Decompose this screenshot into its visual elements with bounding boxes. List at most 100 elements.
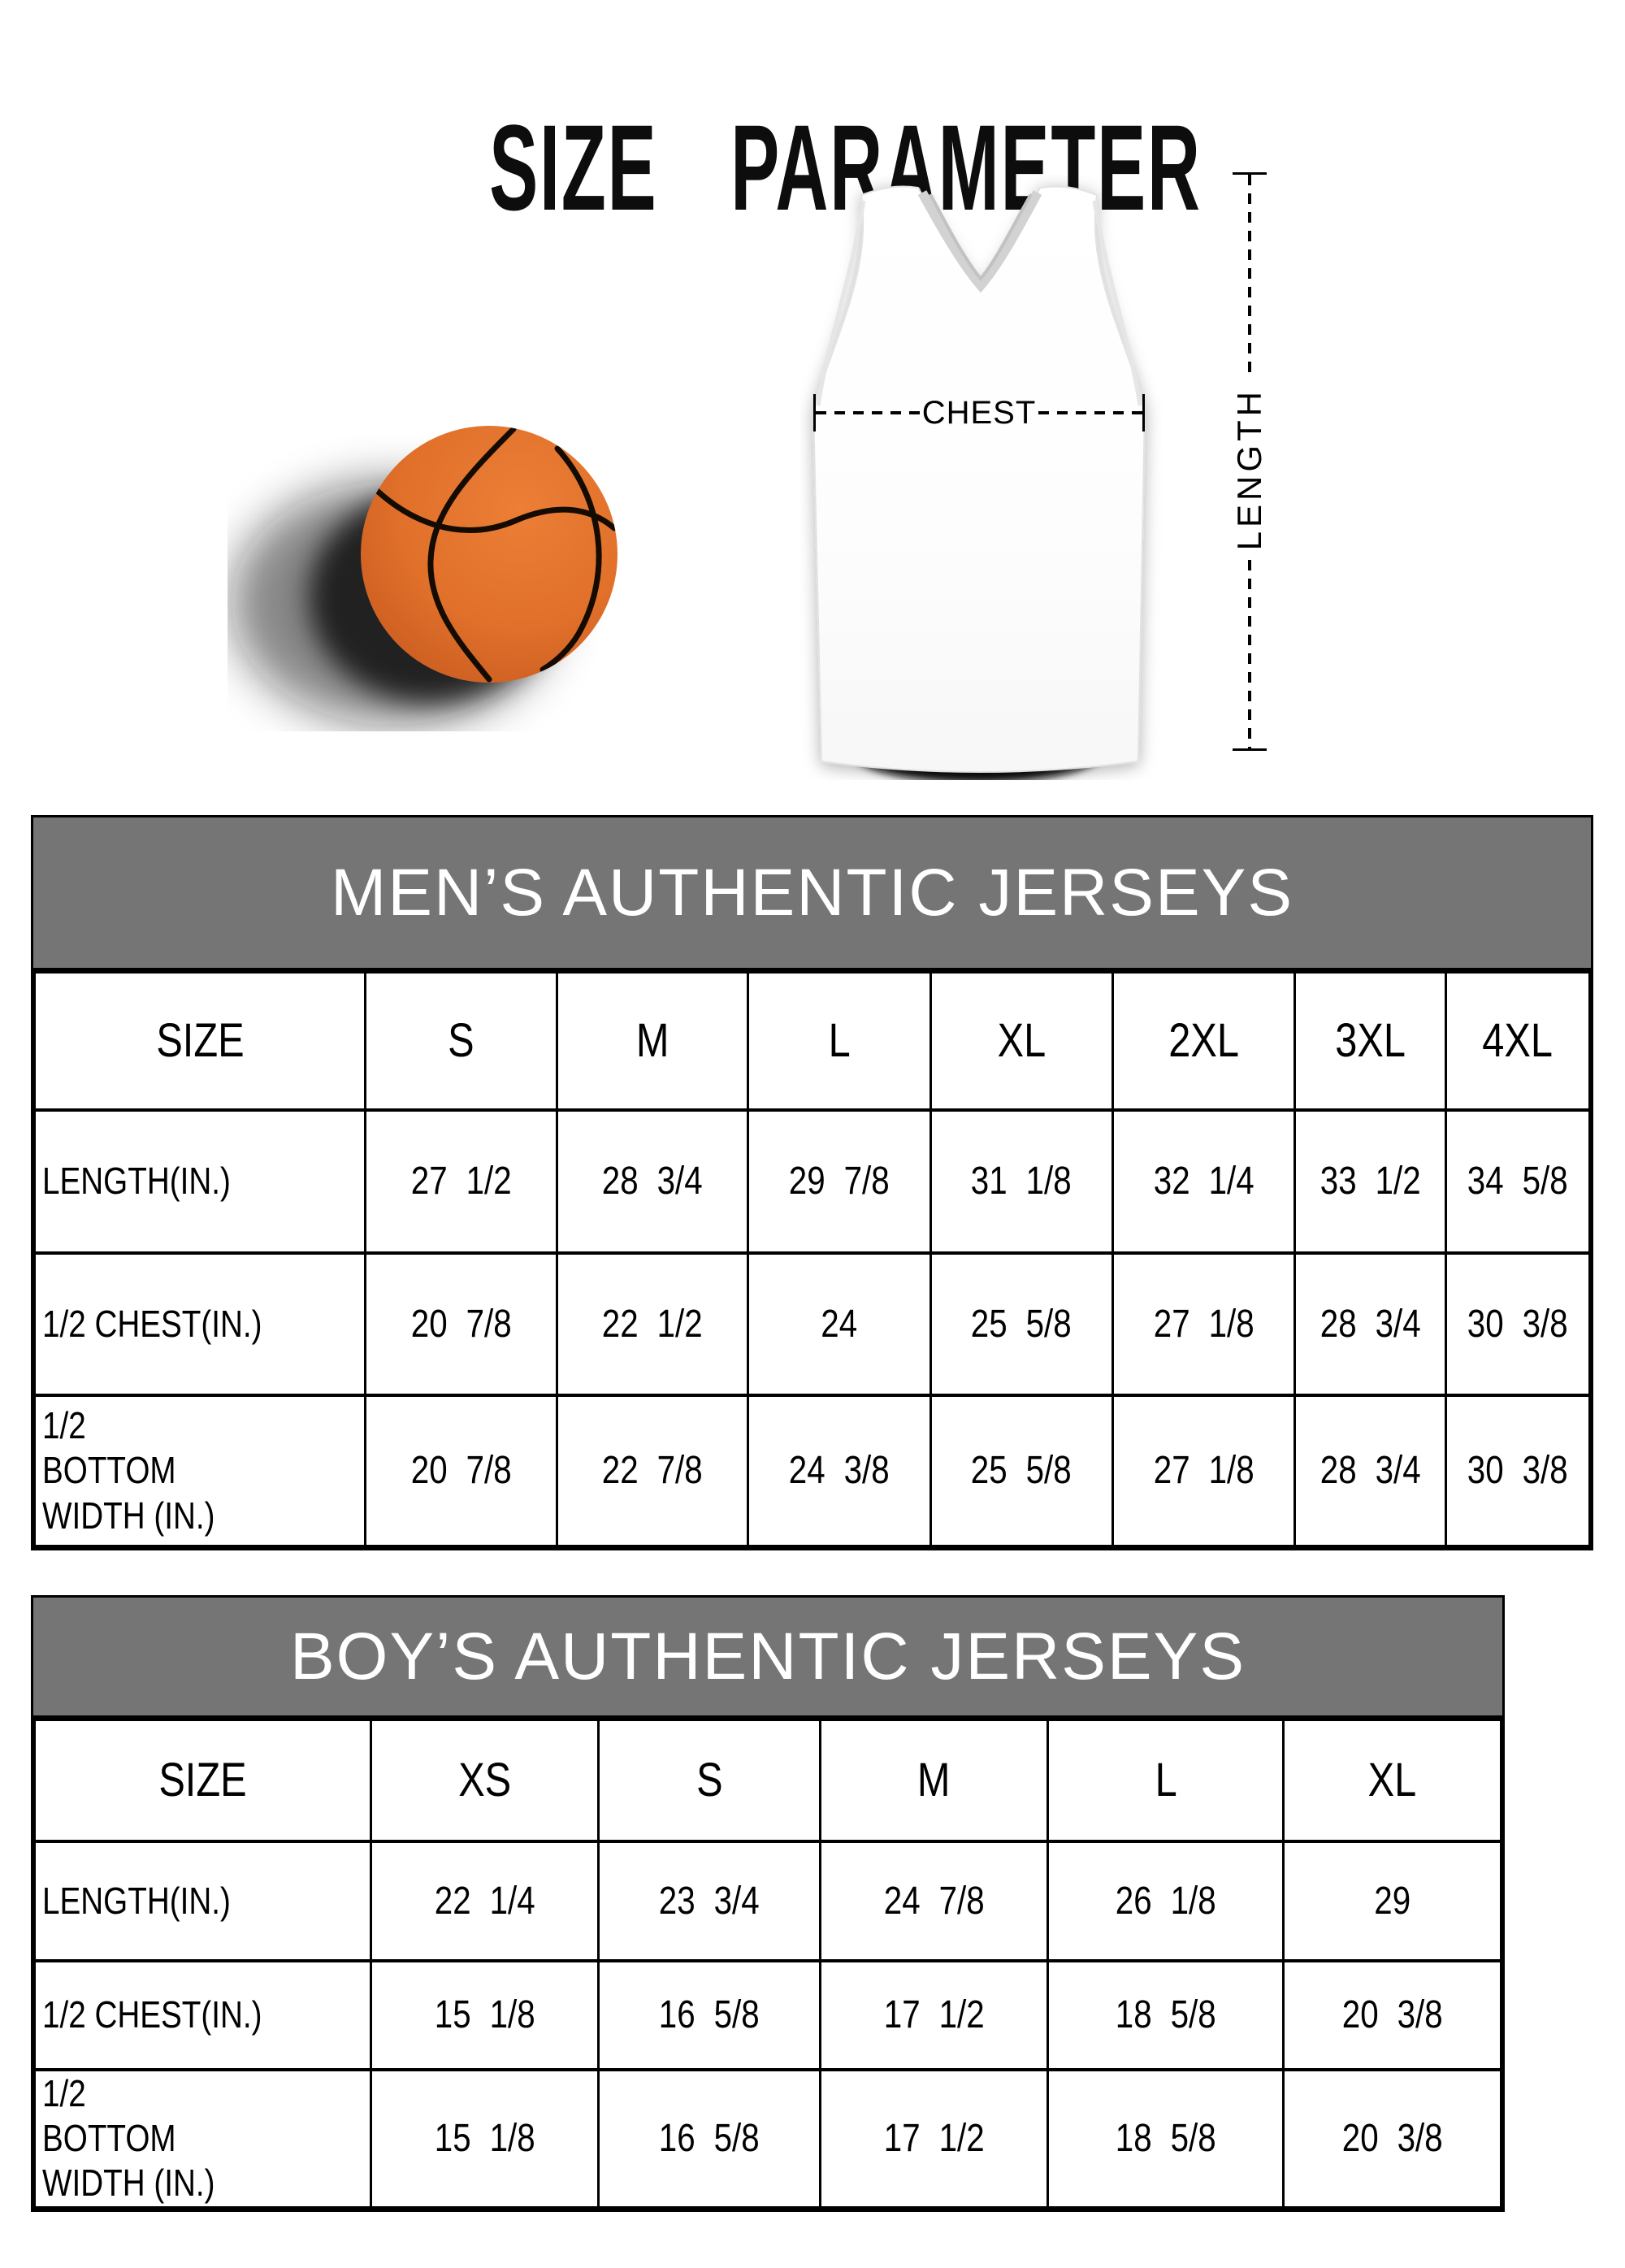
jersey-armhole-left: [816, 200, 866, 406]
measurement-row-label-text: 1/2 BOTTOM WIDTH (IN.): [42, 1404, 215, 1537]
size-column-header-text: XS: [458, 1754, 511, 1807]
size-column-header-text: S: [696, 1754, 723, 1807]
size-column-header-text: L: [828, 1014, 851, 1068]
measurement-value-cell-text: 24: [821, 1302, 858, 1346]
basketball-icon: [232, 426, 618, 725]
measurement-value-cell: 26 1/8: [1046, 1840, 1285, 1962]
measurement-value-cell: 18 5/8: [1046, 2068, 1285, 2209]
measurement-row: 1/2 CHEST(IN.) 20 7/8 22 1/2 24 25 5/8 27 1/8…: [32, 1251, 1591, 1397]
size-column-header: 4XL: [1445, 970, 1591, 1112]
size-row-label-text: SIZE: [158, 1754, 247, 1807]
size-column-header: L: [1046, 1718, 1285, 1843]
measurement-value-cell-text: 22 1/2: [602, 1302, 704, 1346]
size-column-header-text: 2XL: [1168, 1014, 1239, 1068]
measurement-value-cell: 24: [747, 1251, 932, 1397]
length-label: LENGTH: [1230, 388, 1268, 551]
size-row-label: SIZE: [32, 1718, 373, 1843]
measurement-row-label-text: 1/2 CHEST(IN.): [42, 1302, 262, 1345]
measurement-value-cell: 32 1/4: [1111, 1108, 1296, 1255]
size-column-header-text: L: [1155, 1754, 1177, 1807]
measurement-value-cell: 22 1/4: [370, 1840, 600, 1962]
measurement-value-cell-text: 18 5/8: [1115, 1993, 1216, 2037]
size-column-header: S: [364, 970, 558, 1112]
measurement-value-cell-text: 23 3/4: [658, 1879, 760, 1923]
measurement-row-label: 1/2 BOTTOM WIDTH (IN.): [32, 2068, 373, 2209]
measurement-value-cell-text: 27 1/8: [1153, 1302, 1254, 1346]
measurement-value-cell: 28 3/4: [555, 1108, 750, 1255]
measurement-value-cell: 16 5/8: [596, 2068, 821, 2209]
size-column-header-text: 3XL: [1335, 1014, 1406, 1068]
measurement-value-cell: 27 1/8: [1111, 1251, 1296, 1397]
measurement-value-cell: 28 3/4: [1293, 1251, 1448, 1397]
measurement-value-cell: 23 3/4: [596, 1840, 821, 1962]
measurement-value-cell: 27 1/8: [1111, 1394, 1296, 1548]
measurement-row-label: 1/2 CHEST(IN.): [32, 1959, 373, 2071]
length-measurement-annotation: LENGTH: [1230, 172, 1268, 751]
measurement-value-cell-text: 18 5/8: [1115, 2116, 1216, 2160]
measurement-value-cell-text: 24 3/8: [789, 1449, 890, 1493]
measurement-value-cell-text: 20 3/8: [1341, 1993, 1443, 2037]
boys-size-table-section: BOY’S AUTHENTIC JERSEYS SIZE XS S M L XL LENGT…: [31, 1595, 1505, 2212]
measurement-value-cell: 15 1/8: [370, 1959, 600, 2071]
size-row-label-text: SIZE: [156, 1014, 245, 1068]
measurement-value-cell-text: 15 1/8: [434, 1993, 535, 2037]
chest-dashed-line-left: [816, 411, 920, 414]
size-column-header-text: 4XL: [1482, 1014, 1554, 1068]
jersey-icon: [812, 185, 1146, 780]
length-bottom-tick: [1233, 748, 1267, 751]
measurement-value-cell: 16 5/8: [596, 1959, 821, 2071]
length-top-tick: [1233, 172, 1267, 175]
chest-label: CHEST: [921, 395, 1037, 431]
mens-table-title: MEN’S AUTHENTIC JERSEYS: [330, 855, 1294, 930]
measurement-value-cell: 24 3/8: [747, 1394, 932, 1548]
jersey-vneck-inner: [929, 193, 1033, 282]
mens-size-table: SIZE S M L XL 2XL 3XL 4XL LENGTH(IN.) 27 1/2 28 3/…: [32, 970, 1591, 1548]
size-column-header-text: XL: [1367, 1754, 1417, 1807]
measurement-value-cell-text: 34 5/8: [1467, 1160, 1568, 1203]
chest-dashed-line-right: [1038, 411, 1143, 414]
measurement-value-cell: 22 1/2: [555, 1251, 750, 1397]
measurement-row: 1/2 BOTTOM WIDTH (IN.) 15 1/8 16 5/8 17 1/2…: [32, 2068, 1502, 2209]
measurement-value-cell-text: 16 5/8: [658, 1993, 760, 2037]
measurement-value-cell: 29: [1282, 1840, 1502, 1962]
boys-size-table: SIZE XS S M L XL LENGTH(IN.) 22 1/4 23 3/4 24 7/8…: [32, 1718, 1502, 2209]
basketball-seams: [361, 426, 618, 683]
size-row-label: SIZE: [32, 970, 367, 1112]
measurement-value-cell: 15 1/8: [370, 2068, 600, 2209]
measurement-value-cell: 34 5/8: [1445, 1108, 1591, 1255]
size-column-header: S: [596, 1718, 821, 1843]
size-column-header-text: S: [448, 1014, 474, 1068]
measurement-value-cell: 31 1/8: [929, 1108, 1114, 1255]
measurement-value-cell-text: 22 7/8: [602, 1449, 704, 1493]
measurement-value-cell-text: 33 1/2: [1320, 1160, 1421, 1203]
measurement-value-cell-text: 20 3/8: [1341, 2116, 1443, 2160]
measurement-value-cell-text: 32 1/4: [1153, 1160, 1254, 1203]
size-column-header: 3XL: [1293, 970, 1448, 1112]
measurement-value-cell-text: 27 1/2: [410, 1160, 512, 1203]
size-header-row: SIZE XS S M L XL: [32, 1718, 1502, 1843]
size-header-row: SIZE S M L XL 2XL 3XL 4XL: [32, 970, 1591, 1112]
boys-table-header-band: BOY’S AUTHENTIC JERSEYS: [33, 1598, 1502, 1718]
size-column-header: M: [555, 970, 750, 1112]
measurement-row-label-text: 1/2 BOTTOM WIDTH (IN.): [42, 2072, 215, 2205]
measurement-value-cell: 27 1/2: [364, 1108, 558, 1255]
basketball-body: [361, 426, 618, 683]
measurement-row: 1/2 CHEST(IN.) 15 1/8 16 5/8 17 1/2 18 5/8 20…: [32, 1959, 1502, 2071]
measurement-value-cell: 29 7/8: [747, 1108, 932, 1255]
length-dashed-line-top: [1248, 175, 1251, 378]
measurement-value-cell: 20 7/8: [364, 1251, 558, 1397]
measurement-value-cell: 28 3/4: [1293, 1394, 1448, 1548]
measurement-value-cell-text: 20 7/8: [410, 1302, 512, 1346]
measurement-row-label-text: LENGTH(IN.): [42, 1160, 231, 1203]
measurement-value-cell: 25 5/8: [929, 1251, 1114, 1397]
measurement-value-cell: 17 1/2: [818, 2068, 1049, 2209]
measurement-value-cell-text: 17 1/2: [883, 2116, 985, 2160]
measurement-value-cell-text: 27 1/8: [1153, 1449, 1254, 1493]
measurement-value-cell: 25 5/8: [929, 1394, 1114, 1548]
size-column-header: XL: [929, 970, 1114, 1112]
jersey-vneck-collar: [917, 190, 1042, 293]
measurement-value-cell: 24 7/8: [818, 1840, 1049, 1962]
measurement-row-label: 1/2 CHEST(IN.): [32, 1251, 367, 1397]
measurement-value-cell-text: 28 3/4: [602, 1160, 704, 1203]
